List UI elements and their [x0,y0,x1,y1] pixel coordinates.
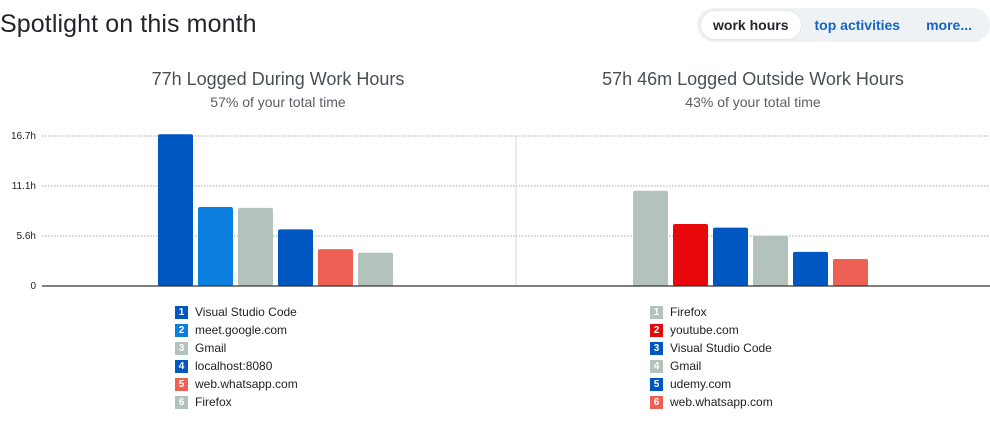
legend-label: udemy.com [670,377,732,391]
legend-item: 3 Gmail [175,339,298,357]
bar-chart: 0 5.6h 11.1h 16.7h [11,131,990,292]
bar[interactable] [793,251,828,286]
right-panel-subtitle: 43% of your total time [685,94,821,110]
tab-top-activities[interactable]: top activities [814,17,901,33]
legend-item: 4 localhost:8080 [175,357,298,375]
legend-label: Firefox [195,395,232,409]
left-legend: 1 Visual Studio Code 2 meet.google.com 3 Gmai… [175,303,298,411]
bar[interactable] [673,224,708,286]
legend-label: meet.google.com [195,323,288,337]
legend-item: 4 Gmail [650,357,773,375]
legend-label: Firefox [670,305,707,319]
legend-item: 6 Firefox [175,393,298,411]
left-panel-subtitle: 57% of your total time [210,94,346,110]
bar[interactable] [238,207,273,286]
legend-label: Visual Studio Code [195,305,297,319]
legend-label: web.whatsapp.com [670,395,773,409]
bar[interactable] [633,190,668,286]
legend-item: 5 udemy.com [650,375,773,393]
legend-item: 2 meet.google.com [175,321,298,339]
legend-rank-badge: 2 [175,323,188,337]
legend-rank-badge: 1 [175,305,188,319]
legend-label: Gmail [195,341,227,355]
right-legend: 1 Firefox 2 youtube.com 3 Visual Studio Code 4… [650,303,773,411]
legend-label: youtube.com [670,323,739,337]
legend-label: web.whatsapp.com [195,377,298,391]
legend-rank-badge: 3 [175,341,188,355]
legend-item: 5 web.whatsapp.com [175,375,298,393]
legend-rank-badge: 1 [650,305,663,319]
bar[interactable] [318,249,353,286]
bar[interactable] [358,252,393,286]
tab-group: work hours top activities more... [697,8,990,42]
tab-more[interactable]: more... [926,17,972,33]
legend-rank-badge: 3 [650,341,663,355]
bar[interactable] [713,227,748,286]
y-tick-label: 11.1h [12,181,36,192]
bar[interactable] [198,206,233,286]
legend-label: Visual Studio Code [670,341,772,355]
page-title: Spotlight on this month [0,10,257,38]
legend-label: localhost:8080 [195,359,273,373]
legend-rank-badge: 5 [650,377,663,391]
y-tick-label: 0 [30,281,36,292]
right-panel-title: 57h 46m Logged Outside Work Hours [602,69,904,89]
left-panel-title: 77h Logged During Work Hours [151,69,405,89]
legend-label: Gmail [670,359,702,373]
legend-rank-badge: 4 [175,359,188,373]
legend-rank-badge: 6 [650,395,663,409]
bar[interactable] [278,229,313,286]
bar[interactable] [833,259,868,286]
legend-item: 2 youtube.com [650,321,773,339]
legend-rank-badge: 5 [175,377,188,391]
legend-item: 1 Visual Studio Code [175,303,298,321]
bar[interactable] [753,235,788,286]
y-tick-label: 16.7h [11,131,36,142]
legend-rank-badge: 4 [650,359,663,373]
legend-rank-badge: 2 [650,323,663,337]
legend-rank-badge: 6 [175,395,188,409]
tab-work-hours[interactable]: work hours [701,11,801,39]
legend-item: 6 web.whatsapp.com [650,393,773,411]
legend-item: 1 Firefox [650,303,773,321]
legend-item: 3 Visual Studio Code [650,339,773,357]
y-tick-label: 5.6h [17,231,36,242]
bar[interactable] [158,134,193,286]
